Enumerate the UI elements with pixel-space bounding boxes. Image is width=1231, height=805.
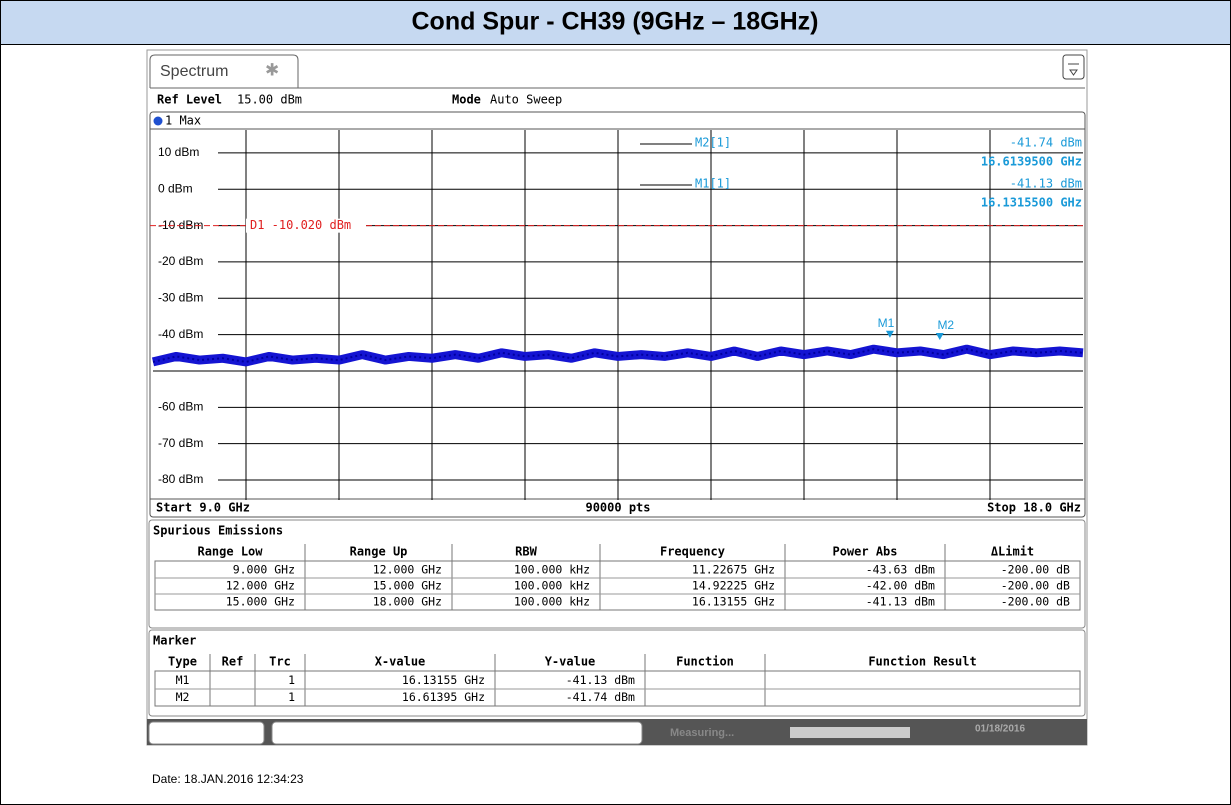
y-tick-label: -10 dBm bbox=[158, 218, 203, 232]
title: Cond Spur - CH39 (9GHz – 18GHz) bbox=[412, 8, 819, 36]
marker bbox=[885, 330, 894, 338]
start-label: Start 9.0 GHz bbox=[156, 501, 250, 515]
table-cell: M1 bbox=[176, 673, 190, 687]
mode-value: Auto Sweep bbox=[490, 93, 562, 107]
table-cell: -43.63 dBm bbox=[866, 563, 935, 577]
column-header: Frequency bbox=[660, 545, 725, 559]
table-cell: 16.13155 GHz bbox=[402, 673, 485, 687]
table-cell: 1 bbox=[288, 690, 295, 704]
display-line-label: D1 -10.020 dBm bbox=[250, 218, 351, 232]
readout-freq: 16.6139500 GHz bbox=[981, 155, 1082, 169]
status-state: Measuring... bbox=[670, 727, 734, 739]
display-line-bg bbox=[246, 218, 366, 233]
table-cell: 1 bbox=[288, 673, 295, 687]
table-title: Spurious Emissions bbox=[153, 524, 283, 538]
column-header: Range Low bbox=[197, 545, 263, 559]
y-tick-label: -60 dBm bbox=[158, 399, 203, 413]
column-header: RBW bbox=[515, 545, 537, 559]
menu-glyph bbox=[1068, 63, 1079, 76]
y-tick-label: -70 dBm bbox=[158, 436, 203, 450]
table-cell: 9.000 GHz bbox=[233, 563, 295, 577]
table-cell: -41.13 dBm bbox=[566, 673, 635, 687]
table-cell: 11.22675 GHz bbox=[692, 563, 775, 577]
column-header: ΔLimit bbox=[991, 545, 1034, 559]
table-cell: -200.00 dB bbox=[1001, 595, 1070, 609]
readout-name: M2[1] bbox=[695, 136, 731, 150]
tab-label: Spectrum bbox=[160, 63, 228, 80]
marker-label: M2 bbox=[937, 318, 954, 332]
y-tick-label: -80 dBm bbox=[158, 472, 203, 486]
table-cell: 100.000 kHz bbox=[514, 563, 590, 577]
y-tick-label: 10 dBm bbox=[158, 145, 199, 159]
table-cell: -41.13 dBm bbox=[866, 595, 935, 609]
table-cell: 100.000 kHz bbox=[514, 595, 590, 609]
column-header: X-value bbox=[375, 655, 426, 669]
column-header: Function bbox=[676, 655, 734, 669]
softkey[interactable] bbox=[148, 721, 265, 745]
table-cell: 15.000 GHz bbox=[226, 595, 295, 609]
table-cell: -200.00 dB bbox=[1001, 579, 1070, 593]
column-header: Ref bbox=[222, 655, 244, 669]
readout-level: -41.74 dBm bbox=[1010, 136, 1082, 150]
column-header: Function Result bbox=[868, 655, 976, 669]
table-cell: 14.92225 GHz bbox=[692, 579, 775, 593]
y-tick-label: -30 dBm bbox=[158, 290, 203, 304]
status-date: 01/18/2016 bbox=[975, 724, 1025, 735]
readout-freq: 16.1315500 GHz bbox=[981, 196, 1082, 210]
trace-dot bbox=[153, 116, 163, 126]
y-tick-label: 0 dBm bbox=[158, 181, 193, 195]
tab[interactable] bbox=[149, 54, 299, 88]
table-cell: 18.000 GHz bbox=[373, 595, 442, 609]
table-cell: 100.000 kHz bbox=[514, 579, 590, 593]
points-label: 90000 pts bbox=[585, 501, 650, 515]
footer-date: Date: 18.JAN.2016 12:34:23 bbox=[152, 772, 304, 786]
tab-icon: ✱ bbox=[265, 60, 279, 79]
trace-detail bbox=[152, 348, 1084, 363]
table-cell: -41.74 dBm bbox=[566, 690, 635, 704]
table-cell: 16.13155 GHz bbox=[692, 595, 775, 609]
y-tick-label: -40 dBm bbox=[158, 327, 203, 341]
ref-label: Ref Level bbox=[157, 93, 222, 107]
table-cell: 12.000 GHz bbox=[226, 579, 295, 593]
column-header: Trc bbox=[269, 655, 291, 669]
trace-label: 1 Max bbox=[165, 114, 201, 128]
y-tick-label: -20 dBm bbox=[158, 254, 203, 268]
column-header: Power Abs bbox=[832, 545, 897, 559]
table-title: Marker bbox=[153, 634, 196, 648]
title-bar bbox=[0, 0, 1231, 45]
table-cell: -200.00 dB bbox=[1001, 563, 1070, 577]
menu-icon[interactable] bbox=[1062, 54, 1085, 80]
readout-name: M1[1] bbox=[695, 177, 731, 191]
ref-value: 15.00 dBm bbox=[237, 93, 302, 107]
stop-label: Stop 18.0 GHz bbox=[987, 501, 1081, 515]
tables: Spurious Emissions Range Low Range Up RBW Fr… bbox=[148, 519, 1086, 717]
marker bbox=[935, 332, 944, 340]
table-cell: M2 bbox=[176, 690, 190, 704]
column-header: Type bbox=[168, 655, 197, 669]
marker-label: M1 bbox=[878, 316, 895, 330]
table-grid bbox=[154, 560, 1081, 611]
readout-level: -41.13 dBm bbox=[1010, 177, 1082, 191]
column-header: Range Up bbox=[350, 545, 408, 559]
table-cell: 15.000 GHz bbox=[373, 579, 442, 593]
table-cell: -42.00 dBm bbox=[866, 579, 935, 593]
table-cell: 16.61395 GHz bbox=[402, 690, 485, 704]
progress bbox=[790, 727, 910, 738]
plot: 10 dBm 0 dBm -10 dBm -20 dBm -30 dBm -40 dBm -… bbox=[150, 130, 1085, 515]
mode-label: Mode bbox=[452, 93, 481, 107]
table-cell: 12.000 GHz bbox=[373, 563, 442, 577]
input-field[interactable] bbox=[271, 721, 643, 745]
column-header: Y-value bbox=[545, 655, 596, 669]
